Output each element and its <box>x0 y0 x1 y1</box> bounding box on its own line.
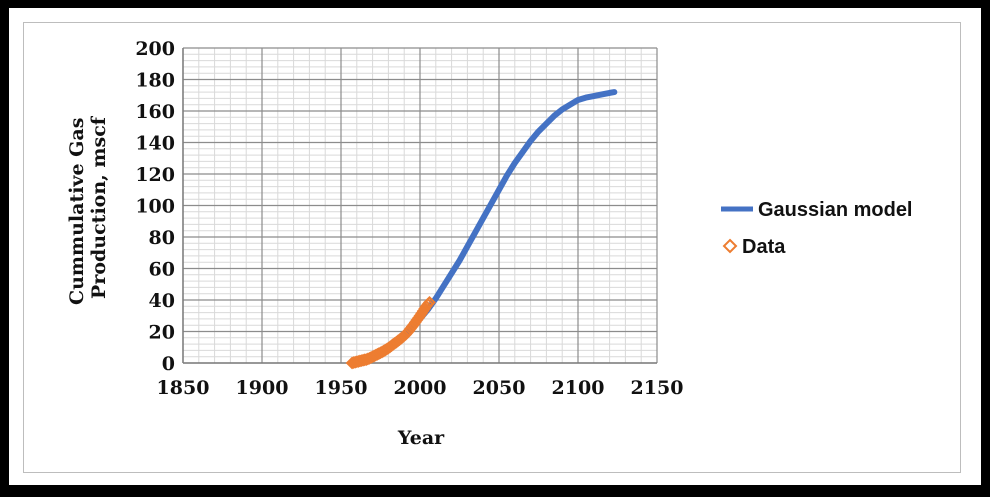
y-tick-label: 20 <box>149 322 175 344</box>
y-tick-label: 140 <box>135 133 175 155</box>
legend-gaussian-model-label: Gaussian model <box>758 199 913 221</box>
axes <box>182 48 657 364</box>
y-tick-label: 160 <box>135 101 175 123</box>
x-tick-label: 1850 <box>157 377 210 399</box>
data-point-marker <box>423 295 436 309</box>
line-chart: 1850 1900 1950 2000 2050 2100 2150 0 20 40 60 80 10… <box>66 38 913 449</box>
y-tick-label: 100 <box>135 196 175 218</box>
x-tick-label: 2150 <box>631 377 684 399</box>
chart-area-border <box>23 22 961 473</box>
y-tick-label: 80 <box>149 227 175 249</box>
x-tick-label: 2050 <box>473 377 526 399</box>
y-axis-title: Cummulative Gas Production, mscf <box>66 111 110 305</box>
x-axis-title: Year <box>397 427 445 449</box>
x-tick-labels: 1850 1900 1950 2000 2050 2100 2150 <box>157 377 684 399</box>
series-layer <box>345 89 618 370</box>
y-tick-label: 40 <box>149 290 175 312</box>
chart-canvas: 1850 1900 1950 2000 2050 2100 2150 0 20 40 60 80 10… <box>9 8 981 485</box>
series-line-gaussian-model <box>350 89 618 365</box>
legend-data-marker <box>722 238 738 254</box>
x-tick-label: 2000 <box>394 377 447 399</box>
legend-data-label: Data <box>742 236 786 258</box>
y-tick-labels: 0 20 40 60 80 100 120 140 160 180 200 <box>135 38 175 375</box>
x-tick-label: 1950 <box>315 377 368 399</box>
y-axis-title-line-1: Cummulative Gas <box>66 118 88 305</box>
y-tick-label: 180 <box>135 70 175 92</box>
legend: Gaussian model Data <box>721 199 913 258</box>
x-tick-label: 2100 <box>552 377 605 399</box>
y-tick-label: 200 <box>135 38 175 60</box>
x-tick-label: 1900 <box>236 377 289 399</box>
y-tick-label: 120 <box>135 164 175 186</box>
y-tick-label: 60 <box>149 259 175 281</box>
y-tick-label: 0 <box>162 353 175 375</box>
y-axis-title-line-2: Production, mscf <box>88 115 110 299</box>
